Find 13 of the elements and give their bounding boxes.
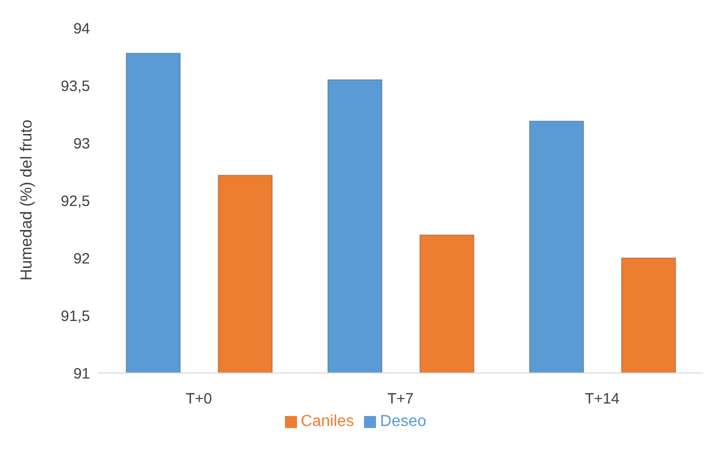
legend-label: Caniles (300, 413, 354, 430)
y-tick-label: 93,5 (60, 78, 90, 95)
y-tick-label: 94 (73, 20, 90, 38)
x-tick-label: T+7 (387, 390, 414, 408)
y-tick-label: 92,5 (60, 192, 90, 210)
y-tick-label: 91 (73, 365, 90, 382)
x-tick-label: T+0 (186, 390, 212, 408)
y-tick-label: 92 (73, 250, 90, 268)
legend-label: Deseo (380, 413, 426, 430)
y-axis-title: Humedad (%) del fruto (18, 119, 36, 280)
x-tick-label: T+14 (584, 390, 620, 408)
y-tick-label: 93 (73, 135, 90, 152)
y-tick-label: 91,5 (60, 308, 90, 325)
